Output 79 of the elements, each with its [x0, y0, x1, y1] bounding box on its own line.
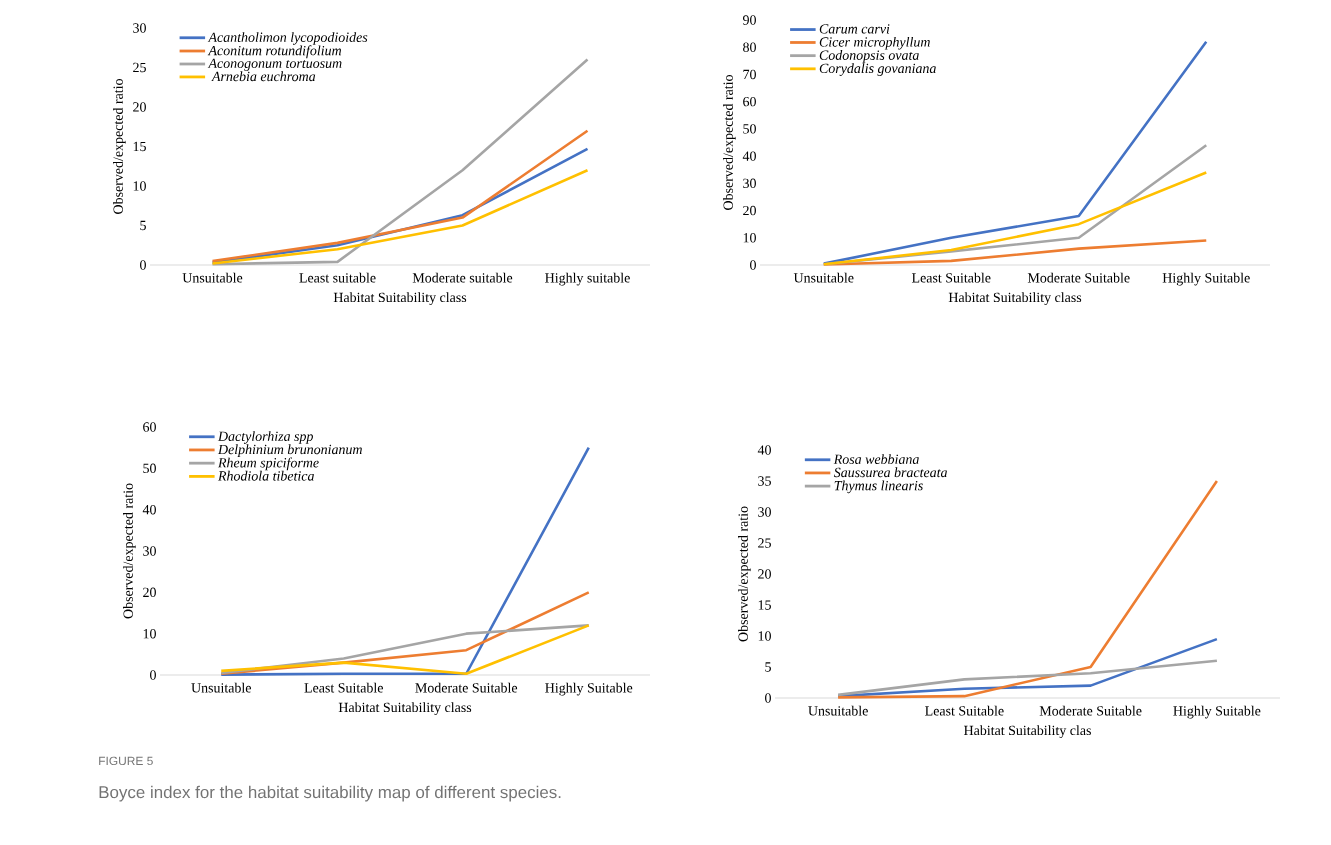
- y-tick-label: 5: [140, 220, 146, 231]
- x-tick-label: Unsuitable: [191, 682, 251, 693]
- x-tick-label: Highly Suitable: [1162, 272, 1250, 286]
- y-axis-title: Observed/expected ratio: [738, 506, 751, 642]
- x-tick-label: Highly suitable: [545, 272, 630, 286]
- y-tick-label: 70: [743, 69, 756, 80]
- line-series: [836, 479, 1219, 699]
- y-tick-label: 30: [143, 546, 156, 556]
- legend-label: Arnebia euchroma: [211, 71, 316, 82]
- y-tick-label: 25: [133, 62, 146, 73]
- y-tick-label: 40: [742, 151, 756, 161]
- legend-label: Thymus linearis: [834, 480, 923, 494]
- y-tick-label: 30: [758, 507, 771, 517]
- legend-label: Carum carvi: [819, 24, 890, 34]
- legend-label: Saussurea bracteata: [833, 467, 947, 478]
- x-tick-label: Highly Suitable: [545, 682, 633, 696]
- line-series: [836, 659, 1219, 697]
- y-tick-label: 0: [750, 260, 756, 270]
- legend-label: Codonopsis ovata: [819, 50, 919, 63]
- legend-label: Rheum spiciforme: [217, 457, 319, 471]
- line-series: [822, 171, 1208, 266]
- x-tick-label: Moderate Suitable: [415, 682, 518, 693]
- y-tick-label: 80: [743, 42, 756, 52]
- y-tick-label: 40: [757, 445, 771, 455]
- y-tick-label: 10: [758, 631, 771, 641]
- x-axis-title: Habitat Suitability class: [338, 702, 472, 715]
- y-axis-title: Observed/expected ratio: [723, 75, 736, 210]
- y-tick-label: 0: [140, 260, 146, 270]
- y-tick-label: 90: [742, 15, 756, 25]
- x-tick-label: Moderate suitable: [412, 272, 513, 283]
- x-tick-label: Least Suitable: [925, 705, 1004, 716]
- x-axis-title: Habitat Suitability class: [948, 292, 1082, 305]
- y-axis-title: Observed/expected ratio: [113, 79, 126, 214]
- y-tick-label: 10: [143, 628, 156, 639]
- y-tick-label: 60: [143, 422, 156, 432]
- x-tick-label: Unsuitable: [808, 705, 868, 716]
- y-tick-label: 10: [743, 233, 756, 243]
- y-tick-label: 50: [743, 124, 756, 134]
- y-tick-label: 0: [150, 670, 156, 680]
- line-series: [822, 239, 1208, 266]
- y-tick-label: 25: [758, 538, 771, 548]
- y-tick-label: 10: [133, 181, 146, 191]
- x-tick-label: Least Suitable: [304, 682, 383, 693]
- y-tick-label: 30: [133, 23, 146, 33]
- y-tick-label: 50: [143, 463, 156, 474]
- x-tick-label: Unsuitable: [182, 272, 243, 283]
- legend-label: Cicer microphyllum: [819, 36, 930, 50]
- legend-label: Rosa webbiana: [833, 454, 919, 464]
- x-tick-label: Unsuitable: [793, 272, 854, 283]
- y-tick-label: 35: [758, 476, 771, 486]
- y-tick-label: 40: [142, 504, 156, 515]
- x-tick-label: Least Suitable: [911, 272, 991, 283]
- y-tick-label: 60: [743, 96, 756, 107]
- x-axis-title: Habitat Suitability class: [333, 292, 467, 305]
- y-axis-title: Observed/expected ratio: [123, 483, 136, 619]
- x-axis-title: Habitat Suitability clas: [964, 725, 1091, 738]
- legend-label: Aconitum rotundifolium: [207, 45, 342, 59]
- y-tick-label: 5: [765, 662, 771, 672]
- x-tick-label: Least suitable: [299, 272, 376, 283]
- caption: FIGURE 5: [99, 756, 153, 766]
- text: Boyce index for the habitat suitability map of different species.: [99, 785, 561, 802]
- x-tick-label: Moderate Suitable: [1039, 705, 1142, 716]
- y-tick-label: 15: [133, 141, 146, 152]
- y-tick-label: 20: [758, 569, 771, 579]
- legend-label: Dactylorhiza spp: [217, 431, 313, 444]
- y-tick-label: 20: [133, 102, 146, 112]
- y-tick-label: 0: [765, 693, 771, 703]
- y-tick-label: 20: [143, 587, 156, 598]
- legend-label: Acantholimon lycopodioides: [207, 32, 368, 45]
- legend-label: Aconogonum tortuosum: [207, 58, 342, 71]
- x-tick-label: Highly Suitable: [1173, 705, 1261, 719]
- y-tick-label: 30: [743, 178, 756, 189]
- legend-label: Rhodiola tibetica: [217, 470, 314, 481]
- legend-label: Corydalis govaniana: [819, 63, 936, 76]
- y-tick-label: 20: [743, 205, 756, 216]
- x-tick-label: Moderate Suitable: [1027, 272, 1130, 283]
- line-series: [211, 168, 589, 265]
- legend-label: Delphinium brunonianum: [217, 444, 362, 457]
- y-tick-label: 15: [758, 600, 771, 610]
